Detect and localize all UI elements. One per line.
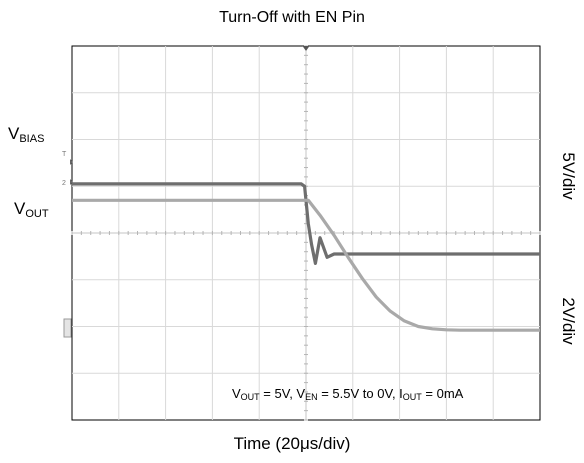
- trace-vout: [72, 198, 540, 332]
- x-axis-label: Time (20μs/div): [233, 434, 351, 453]
- markers: T2: [62, 46, 310, 338]
- conditions-annotation: VOUT = 5V, VEN = 5.5V to 0V, IOUT = 0mA: [232, 386, 464, 402]
- traces: [72, 182, 540, 332]
- scale-vbias: 5V/div: [559, 152, 578, 200]
- label-vbias: VBIAS: [8, 124, 45, 145]
- grid: [71, 45, 541, 421]
- ground-marker-label: 2: [62, 180, 66, 187]
- label-vout: VOUT: [14, 199, 49, 220]
- channel-marker: [63, 318, 72, 338]
- trace-vbias: [72, 182, 540, 265]
- ground-marker-label: T: [62, 151, 67, 158]
- ground-marker-2: [70, 179, 73, 185]
- scale-vout: 2V/div: [559, 297, 578, 345]
- trigger-marker: [302, 46, 310, 51]
- chart-title: Turn-Off with EN Pin: [219, 9, 365, 26]
- ground-marker-1: [70, 159, 73, 165]
